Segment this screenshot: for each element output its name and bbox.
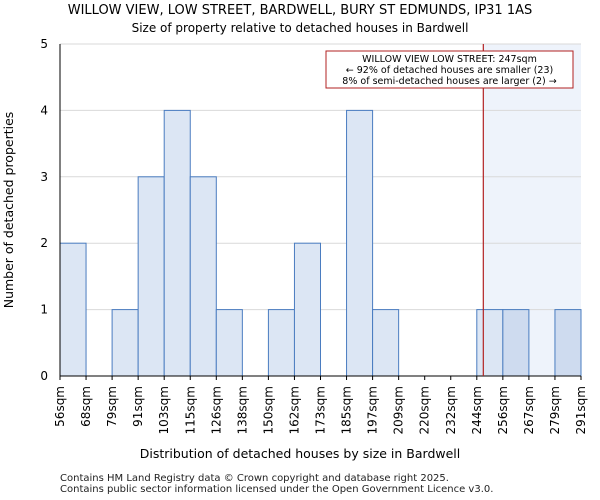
- y-tick-label: 0: [40, 369, 48, 383]
- x-tick-label: 103sqm: [157, 386, 171, 434]
- x-tick-label: 79sqm: [105, 386, 119, 427]
- x-tick-label: 279sqm: [548, 386, 562, 434]
- x-tick-label: 173sqm: [314, 386, 328, 434]
- bar: [215, 309, 243, 377]
- x-tick-label: 244sqm: [470, 386, 484, 434]
- x-tick-label: 162sqm: [287, 386, 301, 434]
- x-tick-label: 126sqm: [209, 386, 223, 434]
- y-tick-label: 1: [40, 303, 48, 317]
- bar: [189, 176, 217, 377]
- annotation-line-3: 8% of semi-detached houses are larger (2…: [342, 76, 556, 87]
- x-tick-label: 220sqm: [418, 386, 432, 434]
- x-tick-label: 68sqm: [79, 386, 93, 427]
- x-tick-label: 56sqm: [53, 386, 67, 427]
- x-tick-label: 256sqm: [496, 386, 510, 434]
- bar: [554, 309, 582, 377]
- x-tick-label: 267sqm: [522, 386, 536, 434]
- x-tick-label: 185sqm: [340, 386, 354, 434]
- bar: [163, 109, 191, 377]
- x-tick-label: 150sqm: [261, 386, 275, 434]
- footer-line-2: Contains public sector information licen…: [60, 484, 494, 495]
- plot-area: 0 1 2 3 4 5 56sqm 68sqm 79sqm 91sqm 103sqm 115sqm 12…: [40, 37, 588, 434]
- bar: [137, 176, 165, 377]
- chart-title: WILLOW VIEW, LOW STREET, BARDWELL, BURY …: [68, 3, 533, 18]
- y-tick-label: 2: [40, 236, 48, 250]
- footer-line-1: Contains HM Land Registry data © Crown c…: [60, 473, 449, 484]
- annotation-line-1: WILLOW VIEW LOW STREET: 247sqm: [362, 54, 537, 65]
- x-axis-label: Distribution of detached houses by size …: [140, 446, 461, 461]
- bar: [346, 109, 374, 377]
- bar: [267, 309, 295, 377]
- x-tick-label: 209sqm: [392, 386, 406, 434]
- y-tick-label: 3: [40, 170, 48, 184]
- y-axis-label: Number of detached properties: [1, 112, 16, 309]
- x-tick-label: 91sqm: [131, 386, 145, 427]
- x-tick-label: 115sqm: [183, 386, 197, 434]
- bar: [372, 309, 400, 377]
- annotation-box: [325, 50, 574, 89]
- bar: [111, 309, 139, 377]
- annotation-line-2: ← 92% of detached houses are smaller (23…: [346, 65, 553, 76]
- x-tick-label: 291sqm: [574, 386, 588, 434]
- bar: [476, 309, 504, 377]
- x-tick-label: 138sqm: [235, 386, 249, 434]
- chart-subtitle: Size of property relative to detached ho…: [132, 21, 469, 35]
- bar: [502, 309, 530, 377]
- x-tick-label: 197sqm: [366, 386, 380, 434]
- y-tick-label: 4: [40, 103, 48, 117]
- x-tick-label: 232sqm: [444, 386, 458, 434]
- y-tick-label: 5: [40, 37, 48, 51]
- bar: [293, 242, 322, 377]
- bar: [59, 242, 87, 377]
